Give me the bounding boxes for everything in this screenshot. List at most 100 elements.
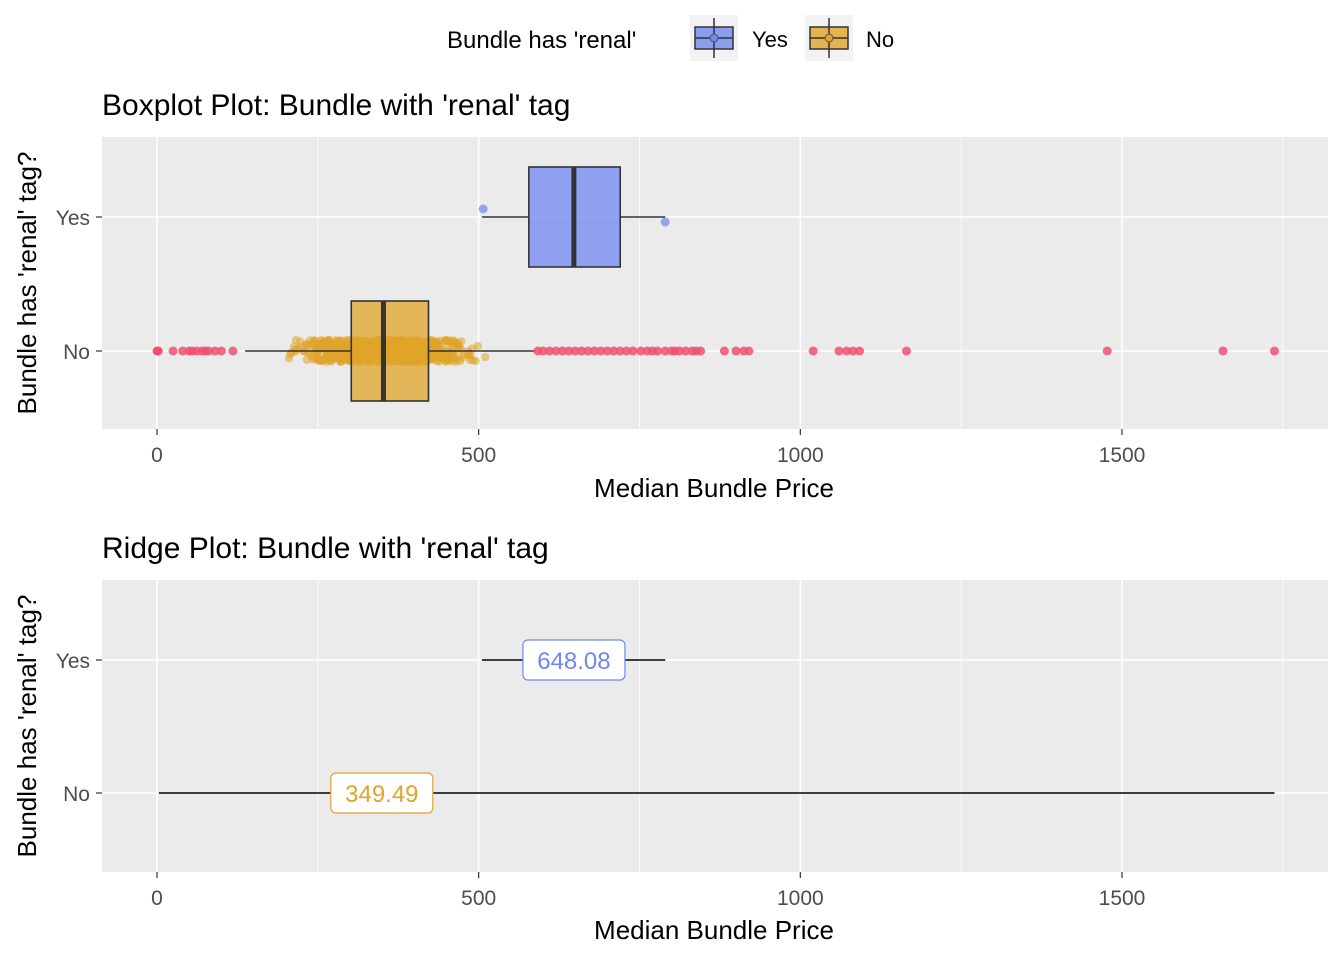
outlier-point [628,346,638,356]
jitter-point [335,355,345,364]
outlier-point [744,346,754,356]
jitter-point [303,348,312,357]
outlier-point [178,346,188,356]
outlier-point [696,346,706,356]
outlier-point [210,346,220,356]
data-point-yes [660,217,670,227]
outlier-point [719,346,729,356]
boxplot-plot-area [102,137,1328,429]
outlier-point [901,346,911,356]
jitter-point [313,345,322,354]
jitter-point [311,337,320,346]
outlier-point [570,346,580,356]
jitter-point [327,350,336,359]
outlier-point [538,346,548,356]
boxplot-x-tick-label: 0 [151,444,163,467]
boxplot-x-axis-label: Median Bundle Price [594,473,834,503]
outlier-point [216,346,226,356]
jitter-point [428,338,437,347]
legend-label-no: No [866,27,894,52]
outlier-point [855,346,865,356]
boxplot-axes: 0 500 1000 1500 Yes No [56,207,1146,467]
outlier-point [589,346,599,356]
ridge-axes: 0 500 1000 1500 Yes No [56,650,1146,910]
jitter-point [296,337,305,346]
outlier-point [544,346,554,356]
ridge-x-tick-label: 1500 [1099,887,1146,910]
boxplot-x-tick-label: 1000 [777,444,824,467]
ridge-x-tick-label: 1000 [777,887,824,910]
outlier-point [848,346,858,356]
outlier-point [834,346,844,356]
ridge-title: Ridge Plot: Bundle with 'renal' tag [102,532,549,565]
outlier-point [1269,346,1279,356]
jitter-point [481,352,490,362]
outlier-point [1102,346,1112,356]
ridge-y-tick-label: No [63,783,90,806]
outlier-point [842,346,852,356]
ridge-panel: Ridge Plot: Bundle with 'renal' tag 648.… [12,532,1328,945]
outlier-point [636,346,646,356]
boxplot-title: Boxplot Plot: Bundle with 'renal' tag [102,89,570,122]
outlier-point [1218,346,1228,356]
jitter-point [302,355,311,364]
outlier-point [583,346,593,356]
outlier-point [228,346,238,356]
ridge-y-tick-label: Yes [56,650,90,673]
legend-item-yes: Yes [690,15,788,61]
outlier-point [557,346,567,356]
outlier-point [564,346,574,356]
boxplot-marks [152,166,1279,402]
boxplot-panel: Boxplot Plot: Bundle with 'renal' tag 0 5… [12,89,1328,503]
jitter-point [341,348,350,357]
ridge-x-tick-label: 0 [151,887,163,910]
jitter-point [451,354,461,364]
outlier-point [731,346,741,356]
outlier-point [674,346,684,356]
ridge-x-axis-label: Median Bundle Price [594,915,834,945]
outlier-point [168,346,178,356]
outlier-point [602,346,612,356]
ridge-marks: 648.08 349.49 [158,639,1275,814]
ridge-y-axis-label: Bundle has 'renal' tag? [12,595,42,858]
median-label-box-yes [522,639,626,681]
outlier-point [203,346,213,356]
box-no [350,300,430,402]
outlier-point [615,346,625,356]
outlier-point [596,346,606,356]
outlier-point [551,346,561,356]
legend-title: Bundle has 'renal' [447,27,636,54]
boxplot-y-axis-label: Bundle has 'renal' tag? [12,152,42,415]
ridge-plot-area [102,580,1328,872]
jitter-point [342,339,351,349]
legend: Bundle has 'renal' Yes No [447,15,894,61]
median-label-yes: 648.08 [537,648,610,675]
legend-item-no: No [805,15,894,61]
median-label-no: 349.49 [345,781,418,808]
data-point-yes [478,204,488,214]
jitter-point [441,336,450,345]
boxplot-y-tick-label: Yes [56,207,90,230]
jitter-point [457,345,466,355]
outlier-point [808,346,818,356]
ridge-x-tick-label: 500 [461,887,496,910]
outlier-point [681,346,691,356]
outlier-point [577,346,587,356]
jitter-point [443,352,452,361]
legend-key-no-point [824,33,834,43]
outlier-point [609,346,619,356]
median-label-box-no [330,772,434,814]
boxplot-y-tick-label: No [63,341,90,364]
jitter-point [289,342,298,352]
outlier-point [660,346,670,356]
jitter-point [448,345,458,355]
boxplot-x-tick-label: 500 [461,444,496,467]
jitter-point [314,356,324,366]
outlier-point [622,346,632,356]
legend-label-yes: Yes [752,27,788,52]
outlier-point [153,346,163,356]
jitter-point [449,338,458,347]
boxplot-x-tick-label: 1500 [1099,444,1146,467]
outlier-point [653,346,663,356]
